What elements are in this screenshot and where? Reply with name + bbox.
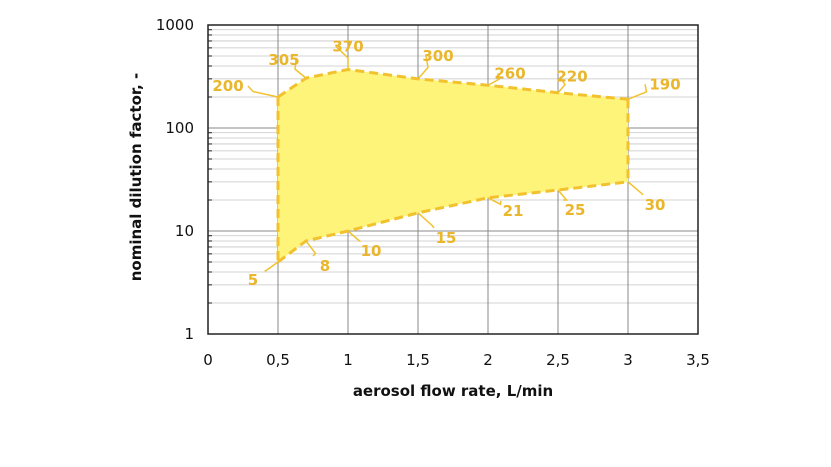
data-label-leader [335, 45, 349, 70]
data-label: 30 [645, 196, 666, 214]
data-label: 15 [436, 229, 457, 247]
data-label-leader [627, 84, 648, 100]
plot-frame [207, 24, 699, 335]
x-tick-label: 0,5 [266, 351, 290, 369]
x-axis-title: aerosol flow rate, L/min [353, 382, 553, 400]
data-label: 21 [503, 202, 524, 220]
data-label: 260 [494, 64, 525, 82]
annotation-layer: 200 305 370 300 260 220 190 5 8 10 15 21 25 30 [212, 37, 680, 289]
x-tick-label: 2,5 [546, 351, 570, 369]
data-label: 200 [212, 77, 243, 95]
data-label-leader [627, 181, 644, 196]
data-label-leader [557, 76, 566, 94]
data-label: 25 [565, 201, 586, 219]
data-label-leader [487, 197, 502, 206]
x-tick-label: 1 [343, 351, 353, 369]
data-label-leader [487, 73, 500, 86]
data-label: 220 [556, 68, 587, 86]
data-label: 300 [422, 47, 453, 65]
data-label: 370 [332, 37, 363, 55]
data-label-leader [294, 60, 307, 79]
data-label-leader [264, 261, 279, 273]
x-tick-label: 2 [483, 351, 493, 369]
data-label-leader [347, 230, 362, 242]
y-tick-label: 10 [175, 222, 194, 240]
data-label: 10 [361, 242, 382, 260]
data-label-leader [417, 212, 435, 229]
data-label-leader [247, 85, 279, 98]
data-label: 5 [248, 271, 258, 289]
x-tick-label: 3,5 [686, 351, 710, 369]
y-tick-label: 1 [184, 325, 194, 343]
data-label-leader [417, 55, 429, 80]
data-label: 305 [268, 51, 299, 69]
y-tick-label: 1000 [156, 16, 194, 34]
data-label: 8 [320, 257, 330, 275]
axis-layer: 1 10 100 1000 0 0,5 1 1,5 2 2,5 3 3,5 [156, 16, 710, 369]
x-tick-label: 1,5 [406, 351, 430, 369]
y-axis-title: nominal dilution factor, - [127, 73, 145, 282]
y-tick-label: 100 [165, 119, 194, 137]
data-label-leader [557, 189, 569, 201]
operating-range-area [278, 69, 628, 263]
x-tick-label: 3 [623, 351, 633, 369]
x-tick-label: 0 [203, 351, 213, 369]
data-label-leader [305, 240, 317, 257]
data-label: 190 [649, 75, 680, 93]
